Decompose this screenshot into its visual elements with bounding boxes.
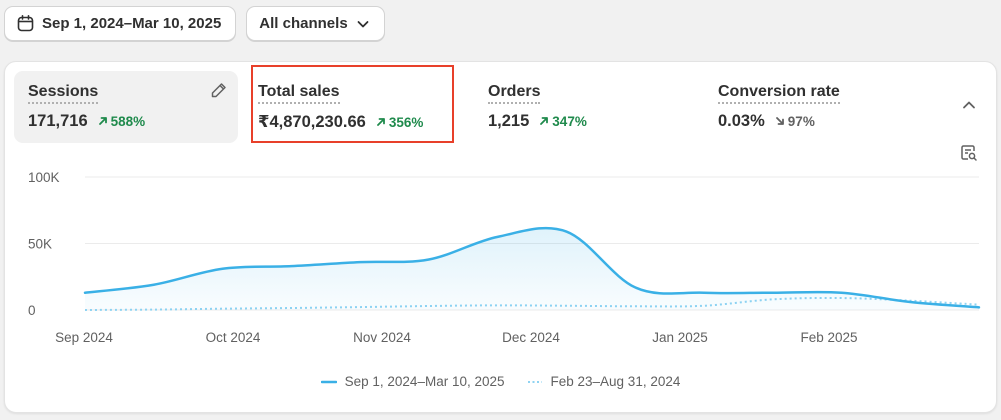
x-tick-label: Jan 2025 bbox=[652, 330, 708, 345]
arrow-up-right-icon bbox=[376, 118, 385, 126]
legend-item-comparison[interactable]: Feb 23–Aug 31, 2024 bbox=[527, 374, 681, 389]
x-tick-label: Nov 2024 bbox=[353, 330, 411, 345]
x-tick-label: Feb 2025 bbox=[800, 330, 857, 345]
metric-change-value: 356% bbox=[388, 114, 424, 130]
metric-sessions[interactable]: Sessions 171,716 588% bbox=[14, 71, 238, 143]
metric-change: 588% bbox=[98, 113, 146, 129]
chevron-down-icon bbox=[357, 20, 369, 27]
metric-name: Total sales bbox=[258, 83, 340, 104]
x-tick-label: Oct 2024 bbox=[206, 330, 261, 345]
metric-change: 356% bbox=[376, 114, 424, 130]
toolbar: Sep 1, 2024–Mar 10, 2025 All channels bbox=[4, 6, 385, 41]
arrow-up-right-icon bbox=[98, 117, 107, 125]
metric-value: 0.03% bbox=[718, 112, 765, 130]
metric-name: Sessions bbox=[28, 83, 99, 104]
y-tick-label: 50K bbox=[28, 237, 52, 252]
date-range-label: Sep 1, 2024–Mar 10, 2025 bbox=[42, 15, 222, 32]
metric-change: 347% bbox=[539, 114, 587, 129]
x-tick-label: Sep 2024 bbox=[55, 330, 113, 345]
legend-item-current[interactable]: Sep 1, 2024–Mar 10, 2025 bbox=[320, 374, 505, 389]
metric-name: Orders bbox=[488, 83, 541, 104]
report-search-icon[interactable] bbox=[960, 144, 978, 162]
sales-overview-card: Sessions 171,716 588% Total sales ₹4,870… bbox=[4, 61, 997, 413]
metric-value: 171,716 bbox=[28, 112, 88, 130]
channels-dropdown[interactable]: All channels bbox=[246, 6, 385, 41]
calendar-icon bbox=[17, 15, 34, 32]
metric-conversion-rate[interactable]: Conversion rate 0.03% 97% bbox=[704, 71, 924, 143]
dotted-line-swatch bbox=[527, 380, 542, 383]
channels-label: All channels bbox=[259, 15, 348, 32]
metric-value: 1,215 bbox=[488, 112, 530, 130]
metric-total-sales[interactable]: Total sales ₹4,870,230.66 356% bbox=[244, 71, 449, 143]
x-tick-label: Dec 2024 bbox=[502, 330, 560, 345]
solid-line-swatch bbox=[320, 380, 337, 383]
legend-label: Feb 23–Aug 31, 2024 bbox=[550, 374, 681, 389]
metric-change-value: 347% bbox=[552, 113, 587, 129]
pencil-icon[interactable] bbox=[210, 81, 228, 99]
y-tick-label: 100K bbox=[28, 170, 60, 185]
date-range-button[interactable]: Sep 1, 2024–Mar 10, 2025 bbox=[4, 6, 237, 41]
metric-change-value: 97% bbox=[787, 113, 815, 129]
chart-legend: Sep 1, 2024–Mar 10, 2025 Feb 23–Aug 31, … bbox=[5, 374, 996, 389]
y-tick-label: 0 bbox=[28, 303, 36, 318]
total-sales-chart: 100K 50K 0 Sep 2024 Oct 2024 Nov 2024 Dec 2024… bbox=[28, 170, 981, 345]
metric-name: Conversion rate bbox=[718, 83, 840, 104]
metric-orders[interactable]: Orders 1,215 347% bbox=[474, 71, 694, 143]
metric-change-value: 588% bbox=[110, 113, 146, 129]
series-line-current bbox=[83, 226, 981, 309]
chevron-up-icon[interactable] bbox=[961, 97, 977, 113]
arrow-down-right-icon bbox=[775, 117, 784, 125]
series-area-current bbox=[85, 228, 979, 310]
legend-label: Sep 1, 2024–Mar 10, 2025 bbox=[344, 374, 505, 389]
arrow-up-right-icon bbox=[540, 117, 549, 125]
metric-change: 97% bbox=[775, 114, 815, 129]
metric-value: ₹4,870,230.66 bbox=[258, 113, 366, 131]
